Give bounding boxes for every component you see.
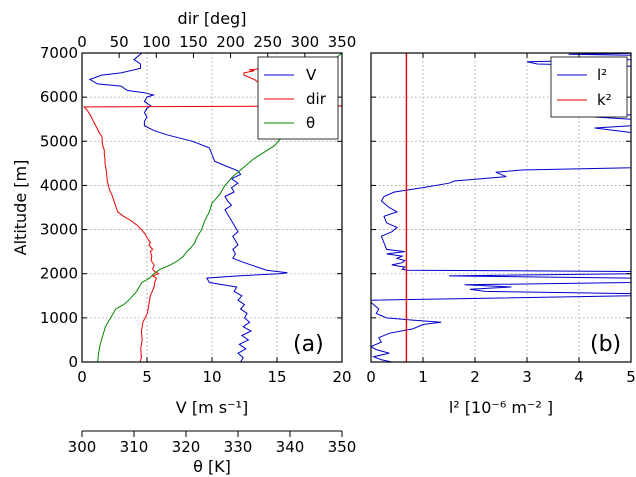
panel-b-label: (b) xyxy=(590,332,621,357)
dir-tick-label: 350 xyxy=(328,33,357,51)
theta-tick-label: 320 xyxy=(172,438,201,456)
l2-tick-label: 3 xyxy=(522,368,532,386)
dir-tick-label: 300 xyxy=(291,33,320,51)
dir-tick-label: 50 xyxy=(110,33,129,51)
legend-v-label: V xyxy=(306,66,317,84)
dir-tick-label: 250 xyxy=(253,33,282,51)
panel-b-grid xyxy=(371,53,631,362)
legend-dir-label: dir xyxy=(306,90,327,108)
y-tick-label: 2000 xyxy=(40,265,78,283)
y-tick-label: 6000 xyxy=(40,88,78,106)
panel-a-label: (a) xyxy=(293,332,324,357)
v-tick-label: 5 xyxy=(142,368,152,386)
v-tick-label: 0 xyxy=(77,368,87,386)
y-tick-label: 0 xyxy=(68,353,78,371)
l2-tick-label: 4 xyxy=(574,368,584,386)
legend-theta-label: θ xyxy=(306,114,315,132)
v-tick-label: 20 xyxy=(332,368,351,386)
y-tick-label: 7000 xyxy=(40,44,78,62)
y-tick-label: 5000 xyxy=(40,132,78,150)
l2-tick-label: 1 xyxy=(418,368,428,386)
dir-axis-label: dir [deg] xyxy=(178,9,247,28)
theta-tick-label: 310 xyxy=(120,438,149,456)
v-axis-label: V [m s⁻¹] xyxy=(176,398,248,417)
l2-tick-label: 2 xyxy=(470,368,480,386)
theta-tick-label: 300 xyxy=(68,438,97,456)
l2-tick-label: 5 xyxy=(626,368,636,386)
legend-l2-label: l² xyxy=(597,66,607,84)
legend-k2-label: k² xyxy=(597,91,612,109)
panel-a-legend: V dir θ xyxy=(257,56,339,140)
theta-tick-label: 330 xyxy=(224,438,253,456)
y-tick-label: 3000 xyxy=(40,221,78,239)
dir-tick-label: 100 xyxy=(142,33,171,51)
dir-tick-label: 200 xyxy=(216,33,245,51)
v-tick-label: 10 xyxy=(202,368,221,386)
l2-axis-label: l² [10⁻⁶ m⁻² ] xyxy=(449,398,553,417)
y-tick-label: 4000 xyxy=(40,176,78,194)
panel-b: 0 1 2 3 4 5 l² [10⁻⁶ m⁻² ] (b) l² k² xyxy=(366,52,636,417)
series-v-line xyxy=(88,53,288,362)
y-axis-label: Altitude [m] xyxy=(11,160,30,256)
panel-b-frame xyxy=(370,52,632,363)
theta-tick-label: 350 xyxy=(328,438,357,456)
dir-tick-label: 0 xyxy=(77,33,87,51)
dir-tick-label: 150 xyxy=(179,33,208,51)
l2-tick-label: 0 xyxy=(366,368,376,386)
theta-tick-label: 340 xyxy=(276,438,305,456)
theta-axis-label: θ [K] xyxy=(193,457,231,476)
y-tick-label: 1000 xyxy=(40,309,78,327)
series-l2-line xyxy=(371,53,631,362)
panel-b-legend: l² k² xyxy=(550,56,628,118)
v-tick-label: 15 xyxy=(267,368,286,386)
